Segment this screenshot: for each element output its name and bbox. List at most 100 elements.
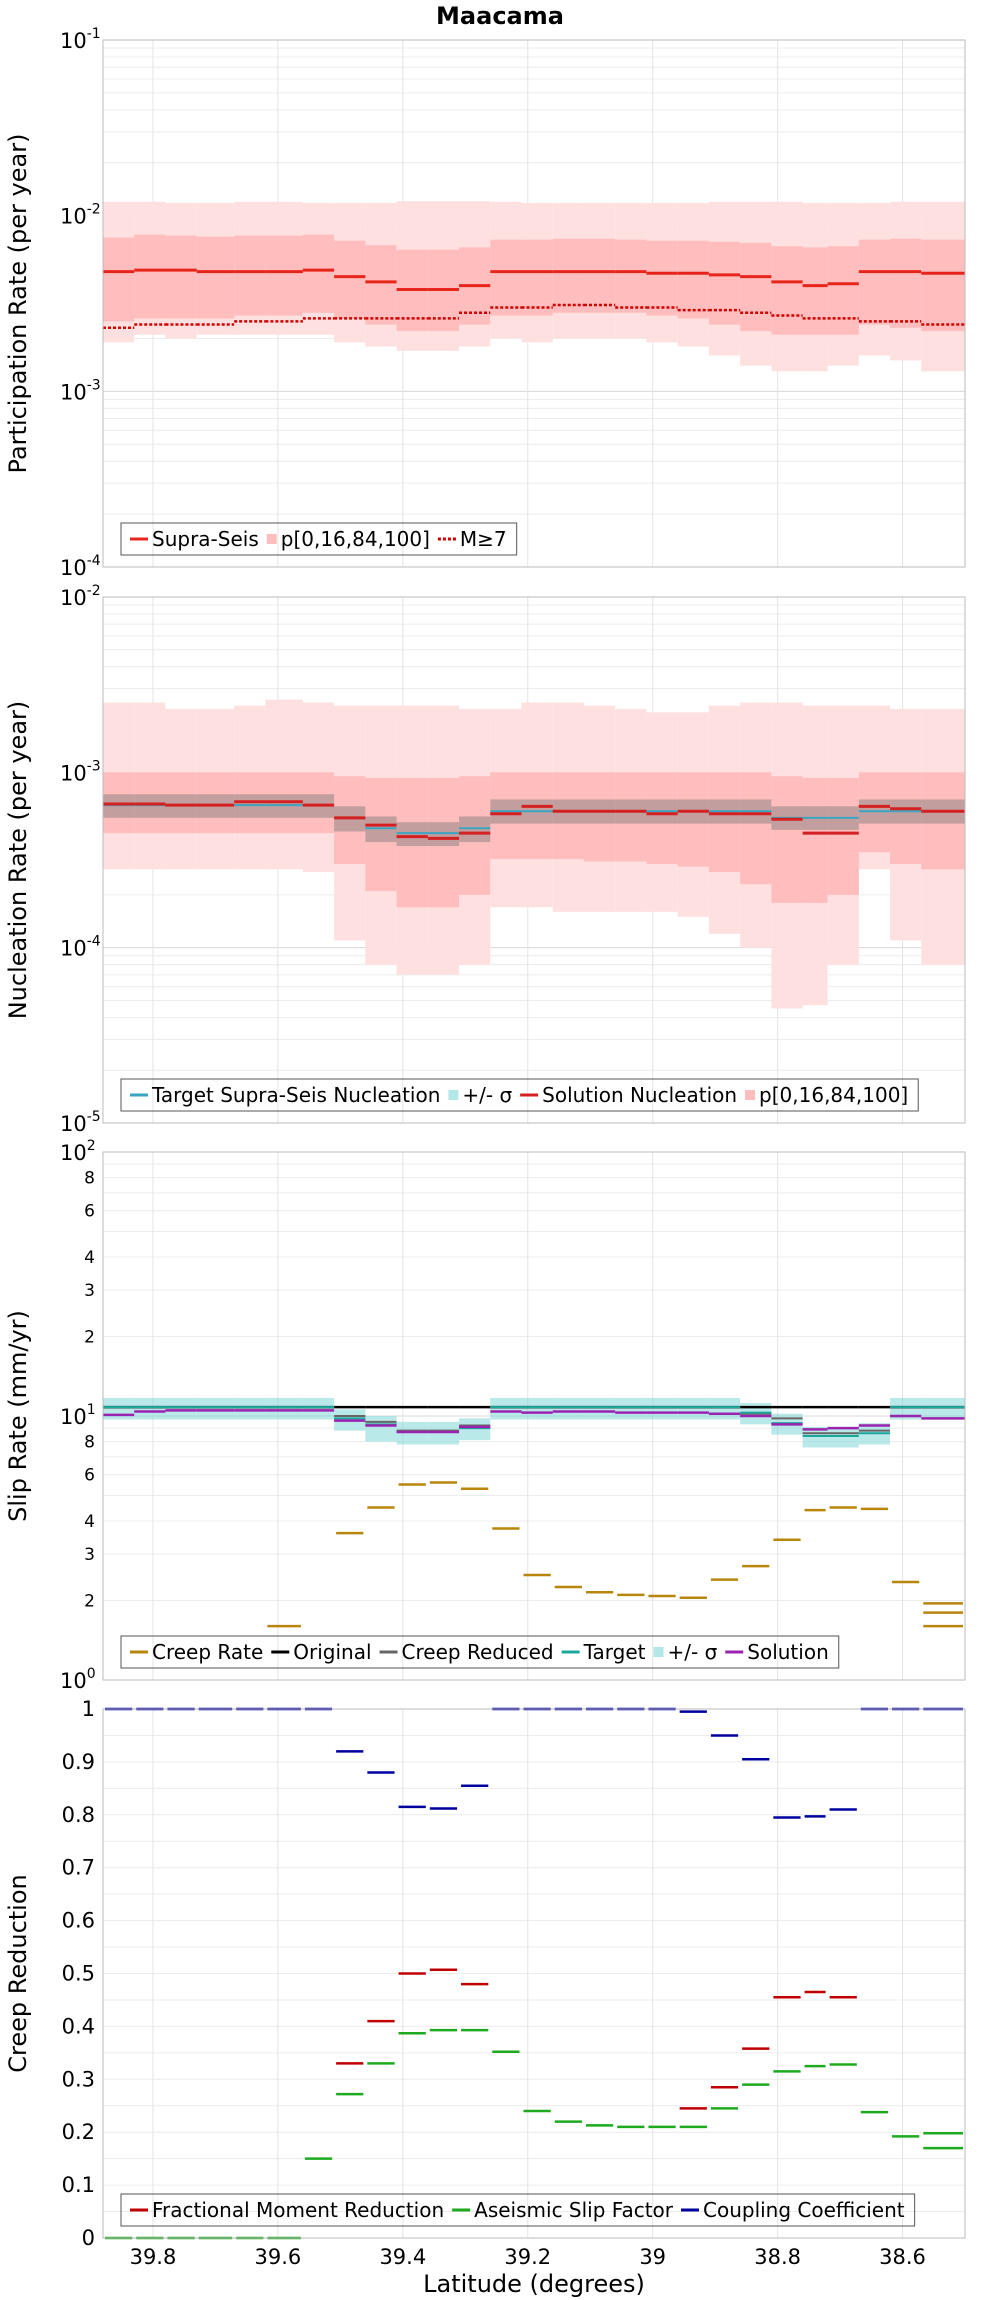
grid (103, 1152, 965, 1681)
y-tick-label: 1 (82, 1697, 95, 1721)
p-band-inner (646, 240, 678, 316)
p-band-inner (890, 238, 922, 328)
p-band-inner (365, 245, 397, 325)
p-band-inner (858, 772, 891, 853)
y-minor-tick-label: 4 (84, 1248, 95, 1268)
x-tick-label: 39.4 (379, 2245, 426, 2269)
p-band-inner (334, 240, 366, 319)
legend-swatch (448, 1090, 459, 1100)
target-sigma-band (365, 1416, 397, 1442)
legend-label: Original (293, 1640, 371, 1664)
p-band-inner (459, 776, 491, 895)
p-band-inner (196, 236, 235, 319)
target-sigma-band (134, 1397, 166, 1420)
p-band-inner (677, 772, 709, 867)
y-minor-tick-label: 8 (84, 1433, 95, 1453)
target-sigma-band (646, 1397, 678, 1420)
y-axis-label: Creep Reduction (4, 1874, 32, 2072)
plot-frame (102, 596, 966, 1124)
y-tick-label: 10-2 (60, 202, 101, 229)
target-sigma-band (615, 1397, 647, 1420)
legend-label: Fractional Moment Reduction (152, 2198, 444, 2222)
p-band-inner (583, 238, 616, 313)
legend-box (120, 1078, 919, 1112)
legend-label: M≥7 (460, 527, 507, 551)
p-band-inner (708, 241, 741, 325)
y-minor-tick-label: 2 (84, 1592, 95, 1612)
legend-label: Creep Reduced (402, 1640, 554, 1664)
p-band-inner (490, 239, 522, 316)
p-band-inner (615, 239, 647, 313)
y-tick-label: 101 (60, 1402, 96, 1429)
panel-creep: 0 0.1 0.2 0.3 0.4 0.5 0.6 0.7 0.8 0.9 1 Creep Reduc… (4, 1697, 966, 2250)
x-tick-label: 38.8 (754, 2245, 801, 2269)
p-band-inner (802, 777, 828, 903)
legend: Target Supra-Seis Nucleation +/- σ Solutio… (120, 1078, 919, 1112)
p-band-inner (521, 772, 553, 860)
legend-label: Supra-Seis (152, 527, 259, 551)
target-sigma-band (802, 1426, 828, 1448)
target-sigma-band (103, 1397, 135, 1420)
p-band-inner (334, 776, 366, 865)
p-band-inner (396, 777, 428, 908)
p-band-inner (583, 772, 616, 862)
p-band-inner (165, 235, 197, 319)
y-tick-label: 0.5 (62, 1962, 95, 1986)
legend-box (120, 2193, 916, 2227)
y-tick-label: 0.8 (62, 1803, 95, 1827)
p-band-inner (646, 772, 678, 865)
p-band-inner (858, 239, 891, 325)
p-band-inner (740, 772, 772, 885)
p-band-inner (365, 777, 397, 892)
y-tick-label: 10-5 (60, 1109, 101, 1136)
target-sigma-band (708, 1397, 741, 1420)
p-band-inner (615, 772, 647, 862)
legend-box (120, 522, 518, 556)
target-sigma-band (490, 1397, 522, 1420)
p-band-inner (802, 247, 828, 335)
target-sigma-band (677, 1397, 709, 1420)
chart-title: Maacama (436, 2, 564, 30)
legend-label: p[0,16,84,100] (281, 527, 430, 551)
p-band-inner (302, 234, 335, 313)
y-tick-label: 0.3 (62, 2067, 95, 2091)
p-band-inner (921, 239, 965, 332)
legend-label: Aseismic Slip Factor (474, 2198, 674, 2222)
p-band-inner (552, 772, 584, 860)
legend-swatch (266, 534, 277, 544)
legend-label: p[0,16,84,100] (759, 1083, 908, 1107)
target-sigma-band (234, 1397, 266, 1420)
legend-swatch (653, 1647, 664, 1657)
target-sigma-band (365, 816, 397, 843)
y-tick-label: 10-2 (60, 583, 101, 610)
legend-label: Coupling Coefficient (703, 2198, 905, 2222)
target-sigma-band (165, 1397, 197, 1420)
x-tick-label: 39.6 (255, 2245, 302, 2269)
legend: Supra-Seis p[0,16,84,100] M≥7 (120, 522, 518, 556)
legend-label: Target Supra-Seis Nucleation (151, 1083, 440, 1107)
y-tick-label: 0.1 (62, 2173, 95, 2197)
y-axis-label: Participation Rate (per year) (4, 134, 32, 474)
legend-label: Solution (747, 1640, 828, 1664)
legend-label: Solution Nucleation (542, 1083, 737, 1107)
p-band-inner (196, 772, 235, 834)
panel-slip: 100 101 102 2 3 4 6 8 2 3 4 6 8 Slip Rate (mm/yr) Cree… (4, 1138, 966, 1693)
x-axis: 39.8 39.6 39.4 39.2 39 38.8 38.6 (130, 2245, 926, 2269)
plot-frame (102, 1151, 966, 1681)
target-sigma-band (459, 1418, 491, 1441)
target-sigma-band (890, 1397, 922, 1420)
y-minor-tick-label: 8 (84, 1169, 95, 1189)
y-tick-label: 10-3 (60, 377, 101, 404)
legend-label: +/- σ (462, 1083, 512, 1107)
panel-nucleation: 10-5 10-4 10-3 10-2 Nucleation Rate (per yea… (4, 583, 966, 1136)
x-tick-label: 38.6 (879, 2245, 926, 2269)
p-band-inner (827, 777, 859, 895)
p-band-inner (165, 772, 197, 834)
legend-label: Creep Rate (152, 1640, 263, 1664)
p-band-inner (265, 235, 303, 316)
legend: Creep Rate Original Creep Reduced Target +/-… (120, 1635, 840, 1669)
x-tick-label: 39.8 (130, 2245, 177, 2269)
y-tick-label: 10-4 (60, 934, 101, 961)
p-band-inner (302, 772, 335, 834)
y-minor-tick-label: 4 (84, 1512, 95, 1532)
